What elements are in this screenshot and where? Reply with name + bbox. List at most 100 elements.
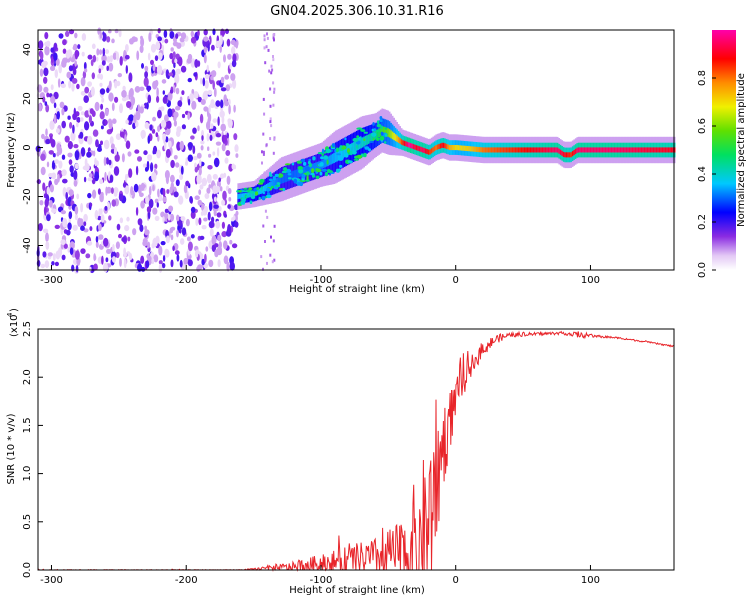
- noise-blob: [73, 180, 78, 187]
- noise-blob: [114, 153, 120, 162]
- noise-blob: [142, 240, 148, 247]
- ridge-core: [627, 147, 629, 153]
- ridge-core: [492, 147, 494, 153]
- noise-blob: [229, 261, 235, 271]
- noise-blob: [74, 163, 79, 170]
- ridge-core: [412, 144, 415, 150]
- ridge-core: [262, 185, 265, 193]
- noise-blob: [69, 241, 75, 250]
- ridge-core: [312, 163, 314, 173]
- noise-blob: [97, 215, 102, 221]
- noise-blob: [61, 254, 66, 261]
- noise-blob: [73, 170, 78, 180]
- noise-blob: [83, 213, 88, 222]
- ridge-core: [409, 143, 412, 149]
- ridge-core: [615, 147, 617, 153]
- ridge-core: [366, 135, 368, 145]
- noise-blob: [208, 128, 212, 134]
- noise-blob: [54, 69, 58, 79]
- noise-blob: [162, 96, 168, 104]
- noise-blob: [80, 147, 86, 157]
- noise-blob: [155, 132, 159, 138]
- noise-blob: [179, 259, 183, 268]
- noise-blob: [93, 263, 98, 271]
- ridge-core: [435, 145, 437, 151]
- snr-x-tick-label: 0: [453, 575, 459, 586]
- noise-blob: [227, 118, 233, 129]
- noise-blob: [272, 103, 275, 107]
- noise-blob: [175, 129, 181, 137]
- noise-blob: [170, 259, 174, 268]
- noise-blob: [84, 163, 90, 172]
- ridge-core: [531, 147, 533, 153]
- ridge-core: [592, 147, 595, 153]
- noise-blob: [91, 72, 96, 80]
- noise-blob: [157, 134, 160, 142]
- ridge-core: [555, 147, 557, 153]
- noise-blob: [128, 72, 133, 83]
- noise-blob: [152, 184, 155, 192]
- ridge-core: [447, 144, 449, 150]
- ridge-core: [456, 145, 458, 151]
- snr-x-label: Height of straight line (km): [289, 585, 425, 596]
- ridge-speckle: [319, 171, 323, 176]
- ridge-core: [394, 134, 397, 142]
- ridge-core: [367, 134, 370, 144]
- ridge-core: [265, 184, 268, 191]
- noise-blob: [191, 100, 197, 110]
- ridge-core: [331, 153, 334, 164]
- noise-blob: [95, 139, 99, 148]
- ridge-speckle: [282, 167, 288, 172]
- noise-blob: [187, 259, 193, 267]
- noise-blob: [165, 148, 171, 158]
- ridge-speckle: [347, 160, 353, 164]
- noise-blob: [51, 261, 55, 266]
- noise-blob: [144, 229, 150, 236]
- noise-blob: [207, 116, 211, 127]
- ridge-core: [598, 147, 601, 153]
- ridge-speckle: [281, 170, 287, 174]
- noise-blob: [98, 143, 102, 151]
- spectrogram-x-tick-label: -200: [175, 275, 198, 286]
- noise-blob: [185, 157, 189, 162]
- noise-blob: [62, 39, 67, 46]
- ridge-core: [507, 147, 509, 153]
- noise-blob: [184, 160, 189, 166]
- noise-blob: [164, 140, 167, 151]
- spectrogram-x-tick-label: -100: [310, 275, 333, 286]
- noise-blob: [270, 64, 273, 68]
- ridge-speckle: [315, 175, 320, 180]
- noise-blob: [128, 89, 132, 100]
- ridge-core: [553, 147, 556, 153]
- noise-blob: [201, 258, 205, 266]
- noise-blob: [170, 47, 174, 52]
- ridge-core: [292, 170, 295, 180]
- ridge-core: [528, 147, 530, 153]
- ridge-core: [634, 147, 637, 153]
- noise-blob: [208, 153, 212, 158]
- noise-blob: [73, 43, 78, 51]
- noise-blob: [206, 187, 211, 194]
- noise-blob: [208, 201, 213, 212]
- noise-blob: [228, 197, 232, 202]
- noise-blob: [273, 137, 276, 141]
- ridge-speckle: [320, 156, 324, 160]
- noise-blob: [196, 266, 201, 272]
- noise-blob: [49, 120, 55, 130]
- noise-blob: [208, 221, 215, 229]
- noise-blob: [119, 103, 123, 114]
- ridge-core: [405, 141, 407, 147]
- ridge-core: [439, 143, 442, 149]
- noise-blob: [140, 182, 145, 191]
- noise-blob: [125, 119, 129, 125]
- noise-blob: [44, 260, 50, 268]
- noise-blob: [210, 76, 214, 81]
- noise-blob: [74, 213, 78, 221]
- noise-blob: [54, 224, 60, 229]
- noise-blob: [187, 142, 193, 149]
- ridge-speckle: [258, 182, 264, 185]
- noise-blob: [124, 225, 130, 232]
- noise-blob: [190, 135, 195, 140]
- noise-blob: [180, 165, 184, 175]
- noise-blob: [204, 253, 207, 263]
